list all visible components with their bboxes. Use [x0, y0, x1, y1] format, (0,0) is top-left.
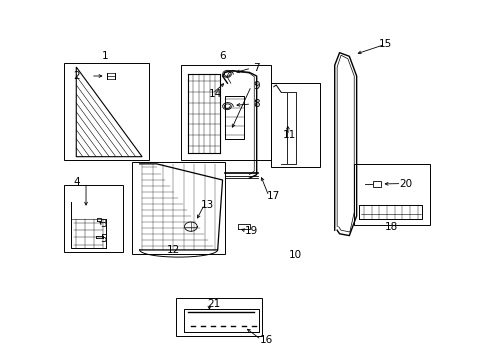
Text: 2: 2 [73, 71, 80, 81]
Text: 4: 4 [73, 177, 80, 187]
Bar [353, 164, 429, 225]
Text: 21: 21 [207, 299, 221, 309]
Bar [176, 298, 261, 336]
Bar [132, 162, 224, 253]
Text: 3: 3 [100, 219, 106, 229]
Text: 17: 17 [266, 191, 280, 201]
Bar [271, 83, 320, 167]
Text: 16: 16 [259, 334, 272, 345]
Text: 18: 18 [385, 222, 398, 232]
Text: 11: 11 [282, 130, 295, 140]
Text: 13: 13 [201, 200, 214, 210]
Text: 15: 15 [379, 39, 392, 49]
Text: 6: 6 [219, 51, 225, 61]
Text: 14: 14 [208, 89, 222, 99]
Text: 19: 19 [244, 226, 258, 236]
Text: 7: 7 [253, 63, 260, 73]
Text: 9: 9 [253, 81, 260, 91]
Bar [181, 65, 271, 160]
Bar [372, 181, 380, 187]
Text: 5: 5 [100, 234, 106, 244]
Text: 8: 8 [253, 99, 260, 109]
Text: 1: 1 [102, 51, 109, 61]
Text: 12: 12 [167, 245, 180, 255]
Bar [64, 185, 122, 252]
Text: 20: 20 [398, 179, 411, 189]
Bar [64, 63, 149, 160]
Text: 10: 10 [288, 250, 302, 260]
